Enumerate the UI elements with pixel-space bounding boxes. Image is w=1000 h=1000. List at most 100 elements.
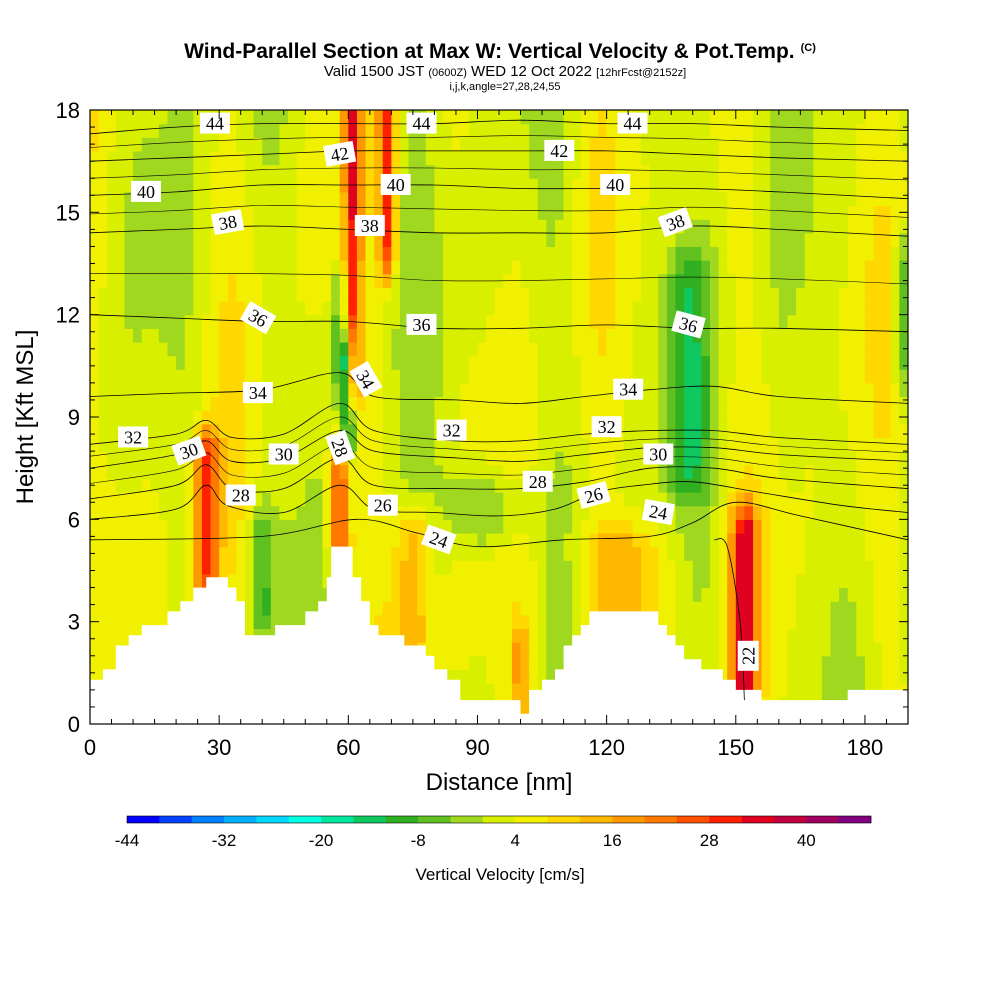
- vv-cell: [520, 546, 530, 561]
- vv-cell: [107, 560, 117, 575]
- vv-cell: [133, 410, 143, 425]
- vv-cell: [503, 219, 513, 234]
- vv-cell: [666, 301, 677, 316]
- vv-cell: [649, 246, 659, 261]
- vv-cell: [460, 301, 470, 316]
- vv-cell: [184, 260, 194, 275]
- vv-cell: [821, 669, 832, 684]
- vv-cell: [554, 464, 565, 479]
- vv-cell: [529, 341, 539, 357]
- vv-cell: [236, 178, 246, 193]
- vv-cell: [580, 369, 591, 384]
- vv-cell: [494, 164, 504, 179]
- vv-cell: [589, 451, 599, 466]
- vv-cell: [279, 110, 289, 125]
- vv-cell: [641, 546, 651, 561]
- vv-cell: [770, 287, 780, 302]
- vv-cell: [830, 246, 840, 261]
- vv-cell: [133, 205, 143, 220]
- vv-cell: [830, 301, 840, 316]
- vv-cell: [529, 123, 539, 138]
- vv-cell: [184, 150, 194, 166]
- theta-contour-line: [90, 314, 908, 333]
- vv-cell: [150, 246, 160, 261]
- vv-cell: [296, 505, 306, 520]
- contour-label-bg: [657, 207, 694, 238]
- vv-cell: [296, 191, 306, 207]
- vv-cell: [709, 655, 720, 671]
- vv-cell: [313, 219, 324, 234]
- vv-cell: [598, 519, 608, 534]
- vv-cell: [270, 396, 281, 411]
- vv-cell: [339, 191, 349, 207]
- contour-label: 32: [591, 416, 622, 438]
- vv-cell: [718, 355, 728, 370]
- vv-cell: [529, 301, 539, 316]
- vv-cell: [356, 505, 367, 520]
- vv-cell: [399, 150, 410, 166]
- vv-cell: [778, 519, 789, 534]
- vv-cell: [804, 191, 814, 207]
- contour-label-bg: [239, 301, 277, 335]
- vv-cell: [839, 191, 849, 207]
- vv-cell: [821, 437, 832, 452]
- vv-cell: [580, 601, 591, 616]
- vv-cell: [90, 437, 100, 452]
- vv-cell: [796, 273, 806, 288]
- vv-cell: [391, 219, 401, 234]
- contour-label: 38: [211, 209, 245, 236]
- vv-cell: [847, 191, 857, 207]
- vv-cell: [537, 546, 547, 561]
- vv-cell: [787, 437, 797, 452]
- vv-cell: [460, 546, 470, 561]
- vv-cell: [227, 573, 237, 589]
- vv-cell: [167, 587, 177, 602]
- vv-cell: [443, 341, 453, 357]
- vv-cell: [460, 369, 470, 384]
- vv-cell: [692, 205, 702, 220]
- vv-cell: [632, 369, 642, 384]
- vv-cell: [778, 205, 789, 220]
- vv-cell: [718, 382, 728, 398]
- vv-cell: [589, 464, 599, 479]
- vv-cell: [718, 560, 728, 575]
- vv-cell: [744, 478, 754, 493]
- vv-cell: [494, 614, 504, 630]
- vv-cell: [468, 423, 479, 439]
- vv-cell: [856, 669, 866, 684]
- vv-cell: [460, 246, 470, 261]
- vv-cell: [821, 546, 832, 561]
- vv-cell: [718, 260, 728, 275]
- vv-cell: [184, 505, 194, 520]
- contour-label-bg: [199, 112, 230, 134]
- vv-cell: [348, 464, 358, 479]
- vv-cell: [477, 150, 487, 166]
- vv-cell: [744, 396, 754, 411]
- vv-cell: [494, 601, 504, 616]
- vv-cell: [890, 164, 900, 179]
- vv-cell: [589, 396, 599, 411]
- vv-cell: [176, 410, 186, 425]
- vv-cell: [598, 382, 608, 398]
- vv-cell: [305, 451, 315, 466]
- vv-cell: [787, 560, 797, 575]
- vv-cell: [890, 669, 900, 684]
- vv-cell: [176, 287, 186, 302]
- vv-cell: [727, 341, 737, 357]
- vv-cell: [546, 532, 556, 548]
- vv-cell: [348, 219, 358, 234]
- vv-cell: [787, 369, 797, 384]
- vv-cell: [813, 382, 823, 398]
- vv-cell: [580, 314, 591, 329]
- vv-cell: [348, 328, 358, 343]
- vv-cell: [305, 150, 315, 166]
- vv-cell: [882, 587, 892, 602]
- vv-cell: [486, 642, 496, 657]
- vv-cell: [339, 287, 349, 302]
- vv-cell: [632, 437, 642, 452]
- vv-cell: [167, 519, 177, 534]
- vv-cell: [606, 137, 616, 152]
- vv-cell: [899, 573, 908, 589]
- vv-cell: [847, 328, 857, 343]
- vv-cell: [796, 355, 806, 370]
